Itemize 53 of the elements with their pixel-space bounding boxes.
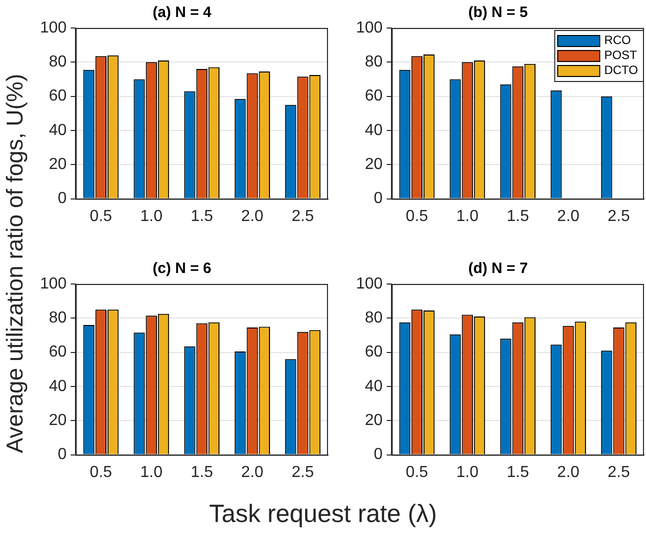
y-tick-label: 100	[356, 275, 383, 292]
legend-label: DCTO	[604, 62, 638, 77]
x-tick-label: 2.5	[608, 208, 630, 225]
y-tick-label: 60	[364, 344, 383, 361]
y-tick-label: 20	[48, 412, 67, 430]
y-tick-label: 0	[374, 446, 383, 464]
y-tick-label: 80	[364, 54, 383, 71]
chart-title: (a) N = 4	[152, 4, 212, 22]
x-tick-label: 2.0	[557, 208, 580, 225]
x-tick-label: 1.5	[506, 208, 530, 225]
x-tick-label: 0.5	[406, 208, 428, 225]
y-tick-label: 100	[40, 19, 67, 36]
legend-label: POST	[604, 48, 638, 62]
x-tick-label: 1.0	[456, 208, 479, 225]
chart-title: (b) N = 5	[468, 4, 528, 22]
y-tick-label: 80	[48, 54, 67, 71]
y-tick-label: 80	[48, 310, 67, 327]
y-tick-label: 60	[48, 88, 67, 105]
y-tick-label: 40	[48, 122, 67, 139]
x-tick-label: 1.5	[190, 464, 214, 481]
chart-title: (c) N = 6	[152, 260, 212, 278]
y-tick-label: 40	[364, 122, 383, 139]
x-tick-label: 1.5	[506, 464, 530, 481]
x-tick-label: 2.5	[292, 208, 314, 225]
y-tick-label: 40	[48, 378, 67, 395]
x-tick-label: 1.0	[140, 464, 163, 481]
y-tick-label: 20	[364, 412, 383, 430]
y-tick-label: 40	[364, 378, 383, 395]
y-tick-label: 0	[374, 190, 383, 208]
y-tick-label: 100	[356, 19, 383, 36]
y-tick-label: 60	[364, 88, 383, 105]
x-tick-label: 2.5	[292, 464, 314, 481]
x-axis-title: Task request rate (λ)	[208, 500, 438, 529]
y-tick-label: 20	[364, 156, 383, 174]
x-tick-label: 2.5	[608, 464, 630, 481]
x-tick-label: 0.5	[90, 464, 112, 481]
x-tick-label: 1.0	[140, 208, 163, 225]
x-tick-label: 2.0	[557, 464, 580, 481]
chart-title: (d) N = 7	[468, 260, 528, 278]
y-tick-label: 80	[364, 310, 383, 327]
x-tick-label: 2.0	[241, 208, 264, 225]
y-tick-label: 0	[58, 190, 67, 208]
x-tick-label: 0.5	[90, 208, 112, 225]
x-tick-label: 1.0	[456, 464, 479, 481]
y-tick-label: 0	[58, 446, 67, 464]
y-tick-label: 100	[40, 275, 67, 292]
x-tick-label: 1.5	[190, 208, 214, 225]
y-tick-label: 20	[48, 156, 67, 174]
x-tick-label: 2.0	[241, 464, 264, 481]
legend-label: RCO	[604, 32, 631, 47]
y-tick-label: 60	[48, 344, 67, 361]
x-tick-label: 0.5	[406, 464, 428, 481]
y-axis-title: Average utilization ratio of fogs, U(%)	[2, 72, 28, 456]
